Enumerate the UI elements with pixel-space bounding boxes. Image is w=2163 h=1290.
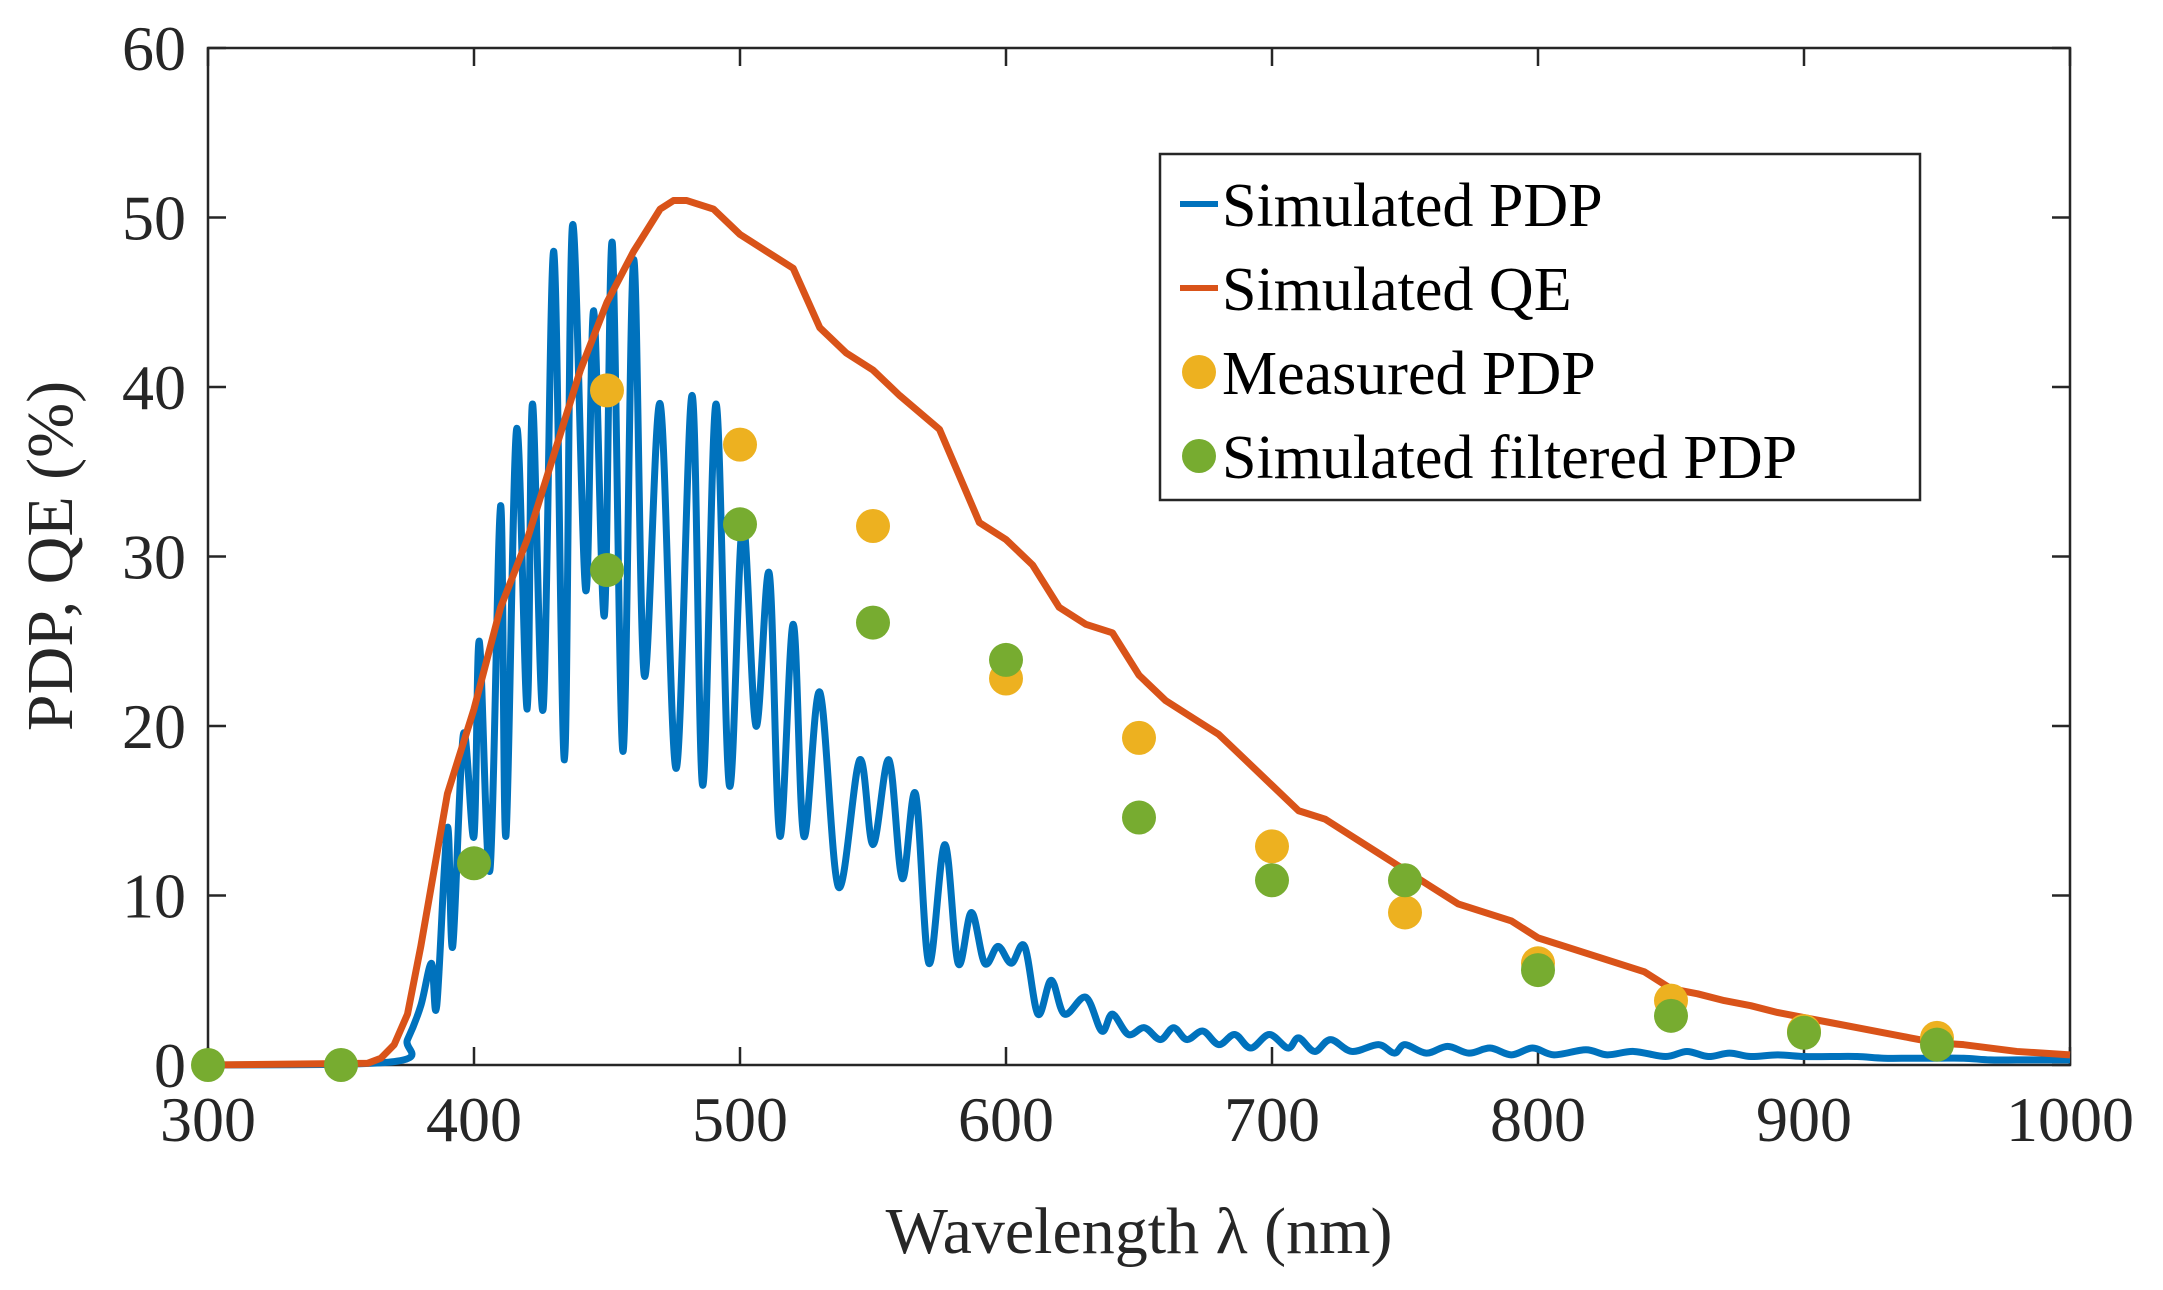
data-point-series-2 <box>1388 895 1422 930</box>
x-tick-label: 300 <box>160 1084 256 1155</box>
y-axis-label: PDP, QE (%) <box>14 381 87 731</box>
x-axis-label: Wavelength λ (nm) <box>886 1195 1393 1268</box>
x-tick-label: 700 <box>1224 1084 1320 1155</box>
series-line-1 <box>207 197 2071 1069</box>
legend-swatch-simulated-filtered-pdp <box>1182 439 1216 473</box>
y-tick-label: 30 <box>122 522 186 593</box>
data-point-series-3 <box>1122 800 1156 835</box>
data-point-series-2 <box>723 427 757 462</box>
data-point-series-3 <box>1388 863 1422 898</box>
data-point-series-2 <box>856 508 890 543</box>
x-tick-label: 600 <box>958 1084 1054 1155</box>
data-point-series-3 <box>1255 863 1289 898</box>
axis-ticks: 300 400 500 600 700 800 900 1000 0 10 20 30 40 50 60 <box>122 13 2134 1155</box>
x-tick-label: 800 <box>1490 1084 1586 1155</box>
data-point-series-3 <box>457 846 491 881</box>
legend-label-measured-pdp: Measured PDP <box>1222 340 1596 408</box>
series-line-0 <box>207 221 2070 1069</box>
data-point-series-3 <box>723 507 757 542</box>
data-point-series-2 <box>1255 829 1289 864</box>
legend-swatch-measured-pdp <box>1182 355 1216 389</box>
data-point-series-2 <box>590 373 624 408</box>
data-point-series-3 <box>1521 953 1555 988</box>
y-tick-label: 60 <box>122 13 186 84</box>
data-point-series-3 <box>856 605 890 640</box>
y-tick-label: 10 <box>122 861 186 932</box>
series-points <box>191 373 1954 1082</box>
data-point-series-3 <box>191 1048 225 1082</box>
data-point-series-3 <box>989 642 1023 677</box>
data-point-series-3 <box>590 553 624 588</box>
data-point-series-3 <box>1920 1027 1954 1062</box>
y-tick-label: 20 <box>122 691 186 762</box>
y-tick-label: 50 <box>122 183 186 254</box>
legend-box <box>1158 152 1922 502</box>
data-point-series-3 <box>1654 998 1688 1033</box>
x-tick-label: 500 <box>692 1084 788 1155</box>
legend: Simulated PDP Simulated QE Measured PDP … <box>1158 152 1922 502</box>
data-point-series-3 <box>324 1048 358 1082</box>
legend-label-simulated-qe: Simulated QE <box>1222 256 1572 324</box>
data-point-series-2 <box>1122 720 1156 755</box>
legend-label-simulated-pdp: Simulated PDP <box>1222 172 1603 240</box>
x-tick-label: 1000 <box>2006 1084 2134 1155</box>
data-point-series-3 <box>1787 1015 1821 1050</box>
y-tick-label: 40 <box>122 352 186 423</box>
legend-label-simulated-filtered-pdp: Simulated filtered PDP <box>1222 424 1797 492</box>
x-tick-label: 900 <box>1756 1084 1852 1155</box>
x-tick-label: 400 <box>426 1084 522 1155</box>
series-lines <box>207 197 2071 1069</box>
y-tick-label: 0 <box>154 1030 186 1101</box>
